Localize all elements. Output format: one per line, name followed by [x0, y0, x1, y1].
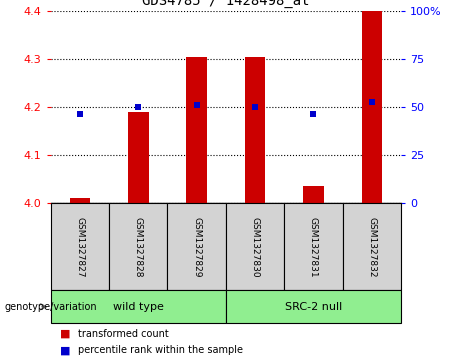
Text: SRC-2 null: SRC-2 null	[285, 302, 342, 312]
Text: transformed count: transformed count	[78, 329, 169, 339]
Text: GSM1327827: GSM1327827	[76, 217, 84, 277]
Bar	[226, 290, 401, 323]
Bar	[361, 11, 382, 203]
Text: GSM1327829: GSM1327829	[192, 217, 201, 277]
Text: GSM1327831: GSM1327831	[309, 216, 318, 277]
Bar	[343, 203, 401, 290]
Bar	[51, 203, 109, 290]
Text: GSM1327830: GSM1327830	[251, 216, 260, 277]
Bar	[284, 203, 343, 290]
Text: GSM1327828: GSM1327828	[134, 217, 143, 277]
Title: GDS4785 / 1428498_at: GDS4785 / 1428498_at	[142, 0, 310, 8]
Bar	[186, 57, 207, 203]
Text: ■: ■	[60, 345, 71, 355]
Bar	[128, 112, 148, 203]
Bar	[109, 203, 167, 290]
Text: wild type: wild type	[113, 302, 164, 312]
Text: GSM1327832: GSM1327832	[367, 217, 376, 277]
Text: percentile rank within the sample: percentile rank within the sample	[78, 345, 243, 355]
Bar	[303, 187, 324, 203]
Text: ■: ■	[60, 329, 71, 339]
Bar	[167, 203, 226, 290]
Bar	[226, 203, 284, 290]
Bar	[70, 199, 90, 203]
Bar	[51, 290, 226, 323]
Bar	[245, 57, 265, 203]
Text: genotype/variation: genotype/variation	[5, 302, 97, 312]
